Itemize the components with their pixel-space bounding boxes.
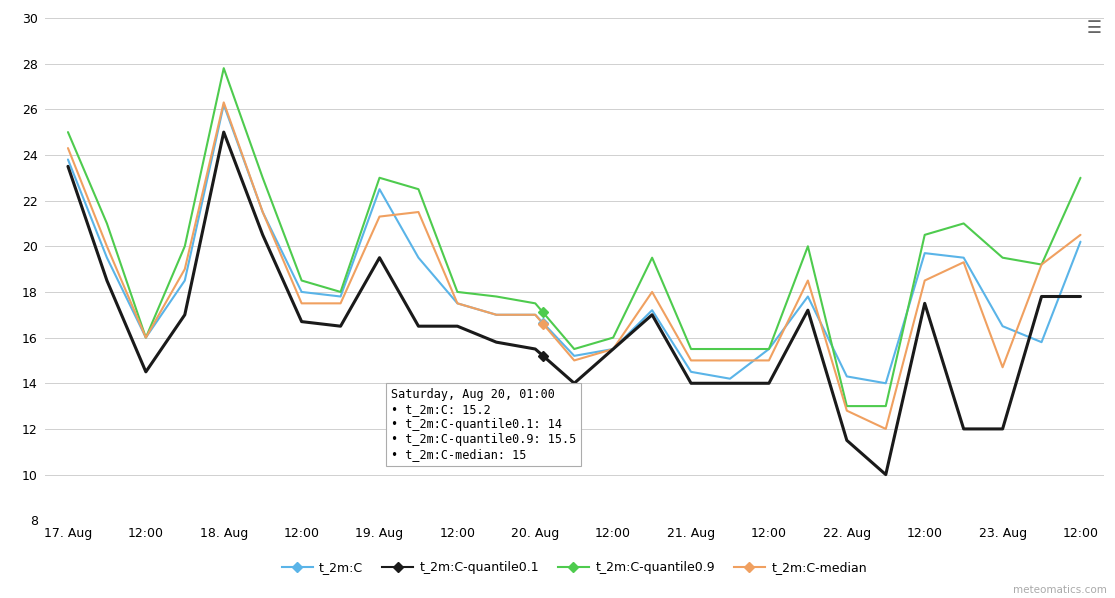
- Text: Saturday, Aug 20, 01:00
• t_2m:C: 15.2
• t_2m:C-quantile0.1: 14
• t_2m:C-quantil: Saturday, Aug 20, 01:00 • t_2m:C: 15.2 •…: [391, 388, 576, 461]
- Legend: t_2m:C, t_2m:C-quantile0.1, t_2m:C-quantile0.9, t_2m:C-median: t_2m:C, t_2m:C-quantile0.1, t_2m:C-quant…: [277, 556, 872, 579]
- Text: ☰: ☰: [1087, 19, 1102, 37]
- Text: meteomatics.com: meteomatics.com: [1014, 585, 1107, 595]
